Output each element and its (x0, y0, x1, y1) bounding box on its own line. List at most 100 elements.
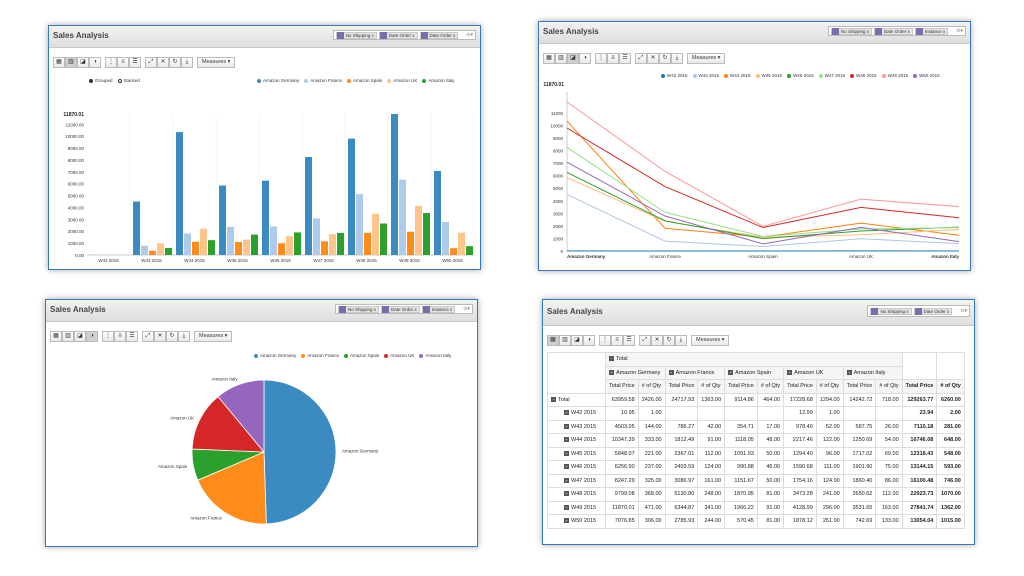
expand-icon[interactable]: ⤢ (145, 57, 157, 68)
facet-close-icon[interactable]: x (947, 308, 950, 314)
legend-w42-2015[interactable]: W42 2015 (661, 73, 688, 78)
facet-date-order[interactable]: Date Order x (378, 31, 418, 39)
pivot-view-icon[interactable]: ▦ (543, 53, 555, 64)
measures-button[interactable]: Measures ▾ (197, 57, 236, 68)
line-chart-icon[interactable]: ◪ (74, 331, 86, 342)
download-icon[interactable]: ⤓ (181, 57, 193, 68)
expand-icon[interactable]: ⤢ (635, 53, 647, 64)
measures-button[interactable]: Measures ▾ (194, 331, 233, 342)
bar-chart-icon[interactable]: ▥ (62, 331, 74, 342)
pivot-row-header[interactable]: + W46 2015 (547, 460, 606, 475)
grid-icon[interactable]: ⋮ (105, 57, 117, 68)
search-facets[interactable]: No Shipping x Date Order x Instance x ⊙▾ (334, 304, 473, 314)
pie-chart-icon[interactable]: ◑ (583, 335, 595, 346)
pivot-row-header[interactable]: − Total (547, 392, 606, 407)
legend-amazon-italy[interactable]: Amazon Italy (419, 353, 451, 358)
reload-icon[interactable]: ↻ (663, 335, 675, 346)
facet-close-icon[interactable]: x (371, 32, 374, 38)
bar-mode-toggle[interactable]: Grouped Stacked (89, 78, 145, 83)
pivot-col-header[interactable]: + Amazon Germany (605, 365, 666, 380)
pivot-col-header[interactable]: + Amazon Italy (842, 365, 903, 380)
facet-close-icon[interactable]: x (453, 32, 456, 38)
expand-icon[interactable]: ⤢ (639, 335, 651, 346)
stacked-radio[interactable]: Stacked (117, 78, 140, 83)
swap-axis-icon[interactable]: ✕ (154, 331, 166, 342)
facet-close-icon[interactable]: x (414, 306, 417, 312)
facet-date-order[interactable]: Date Order x (380, 305, 420, 313)
pivot-row-header[interactable]: + W49 2015 (547, 500, 606, 515)
grouped-radio[interactable]: Grouped (89, 78, 113, 83)
list-icon[interactable]: ≡ (117, 57, 129, 68)
pie-chart-icon[interactable]: ◑ (579, 53, 591, 64)
line-chart-icon[interactable]: ◪ (571, 335, 583, 346)
line-chart-icon[interactable]: ◪ (567, 53, 579, 64)
search-facets[interactable]: No Shipping x Date Order x Instance x ⊙▾ (827, 26, 966, 36)
facet-no-shipping[interactable]: No Shipping x (870, 307, 912, 315)
list-icon[interactable]: ≡ (114, 331, 126, 342)
bar-chart-icon[interactable]: ▥ (555, 53, 567, 64)
legend-w46-2015[interactable]: W46 2015 (787, 73, 814, 78)
legend-w49-2015[interactable]: W49 2015 (881, 73, 908, 78)
measures-button[interactable]: Measures ▾ (687, 53, 726, 64)
legend-w44-2015[interactable]: W44 2015 (724, 73, 751, 78)
bar-chart-icon[interactable]: ▥ (65, 57, 77, 68)
grid-icon[interactable]: ⋮ (599, 335, 611, 346)
pivot-row-header[interactable]: + W42 2015 (547, 406, 606, 421)
facet-close-icon[interactable]: x (866, 28, 869, 34)
facet-instance[interactable]: Instance x (914, 27, 949, 35)
facet-date-order-2[interactable]: Date Order x (419, 31, 459, 39)
pivot-view-icon[interactable]: ▦ (50, 331, 62, 342)
search-dropdown-icon[interactable]: ⊙▾ (466, 32, 473, 38)
line-chart-icon[interactable]: ◪ (77, 57, 89, 68)
measures-button[interactable]: Measures ▾ (691, 335, 730, 346)
facet-no-shipping[interactable]: No Shipping x (830, 27, 872, 35)
list-icon[interactable]: ≡ (611, 335, 623, 346)
reload-icon[interactable]: ↻ (169, 57, 181, 68)
legend-amazon-france[interactable]: Amazon France (301, 353, 339, 358)
pivot-view-icon[interactable]: ▦ (547, 335, 559, 346)
rows-icon[interactable]: ☰ (623, 335, 635, 346)
legend-amazon-uk[interactable]: Amazon UK (387, 78, 417, 83)
swap-axis-icon[interactable]: ✕ (157, 57, 169, 68)
legend-amazon-germany[interactable]: Amazon Germany (254, 353, 296, 358)
legend-w48-2015[interactable]: W48 2015 (850, 73, 877, 78)
legend-w45-2015[interactable]: W45 2015 (755, 73, 782, 78)
pie-chart-icon[interactable]: ◑ (89, 57, 101, 68)
list-icon[interactable]: ≡ (607, 53, 619, 64)
legend-w50-2015[interactable]: W50 2015 (913, 73, 940, 78)
bar-chart-icon[interactable]: ▥ (559, 335, 571, 346)
search-facets[interactable]: No Shipping x Date Order x Date Order x … (332, 30, 476, 40)
swap-axis-icon[interactable]: ✕ (647, 53, 659, 64)
reload-icon[interactable]: ↻ (166, 331, 178, 342)
legend-w47-2015[interactable]: W47 2015 (818, 73, 845, 78)
facet-no-shipping[interactable]: No Shipping x (335, 31, 377, 39)
rows-icon[interactable]: ☰ (126, 331, 138, 342)
reload-icon[interactable]: ↻ (659, 53, 671, 64)
pivot-col-header[interactable]: + Amazon Spain (724, 365, 785, 380)
pivot-row-header[interactable]: + W48 2015 (547, 487, 606, 502)
legend-amazon-france[interactable]: Amazon France (304, 78, 342, 83)
search-dropdown-icon[interactable]: ⊙▾ (956, 28, 963, 34)
rows-icon[interactable]: ☰ (129, 57, 141, 68)
grid-icon[interactable]: ⋮ (102, 331, 114, 342)
facet-close-icon[interactable]: x (943, 28, 946, 34)
search-dropdown-icon[interactable]: ⊙▾ (960, 308, 967, 314)
legend-amazon-germany[interactable]: Amazon Germany (257, 78, 299, 83)
pivot-view-icon[interactable]: ▦ (53, 57, 65, 68)
pivot-row-header[interactable]: + W45 2015 (547, 446, 606, 461)
download-icon[interactable]: ⤓ (178, 331, 190, 342)
pivot-col-header[interactable]: + Amazon France (664, 365, 726, 380)
legend-amazon-spain[interactable]: Amazon Spain (347, 78, 382, 83)
download-icon[interactable]: ⤓ (671, 53, 683, 64)
pivot-header-total[interactable]: − Total (605, 352, 903, 367)
legend-amazon-uk[interactable]: Amazon UK (384, 353, 414, 358)
download-icon[interactable]: ⤓ (675, 335, 687, 346)
facet-close-icon[interactable]: x (373, 306, 376, 312)
pivot-row-header[interactable]: + W43 2015 (547, 419, 606, 434)
facet-date-order[interactable]: Date Order x (913, 307, 953, 315)
facet-instance[interactable]: Instance x (421, 305, 456, 313)
facet-date-order[interactable]: Date Order x (873, 27, 913, 35)
pivot-row-header[interactable]: + W50 2015 (547, 514, 606, 529)
legend-w43-2015[interactable]: W43 2015 (692, 73, 719, 78)
legend-amazon-italy[interactable]: Amazon Italy (422, 78, 454, 83)
